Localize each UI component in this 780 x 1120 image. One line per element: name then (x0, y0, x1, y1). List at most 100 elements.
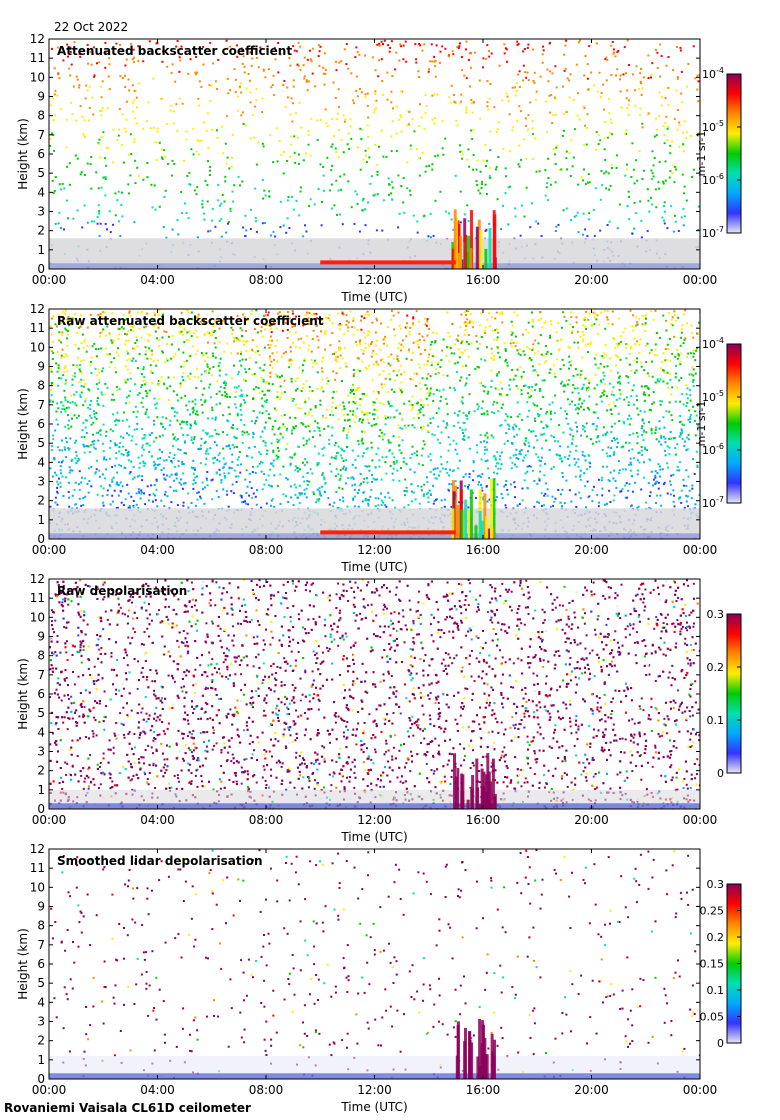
y-tick-label: 1 (37, 1053, 45, 1067)
y-tick-label: 10 (30, 610, 45, 624)
y-tick-label: 12 (30, 302, 45, 316)
panel-title: Attenuated backscatter coefficient (57, 44, 292, 58)
colorbar (726, 73, 742, 234)
cloud-base-line (320, 260, 456, 265)
x-tick-label: 12:00 (357, 813, 392, 827)
y-tick-label: 4 (37, 995, 45, 1009)
y-tick-label: 11 (30, 591, 45, 605)
y-tick-label: 10 (30, 880, 45, 894)
instrument-label: Rovaniemi Vaisala CL61D ceilometer (4, 1101, 251, 1115)
colorbar-unit: m-1 sr-1 (695, 401, 708, 447)
colorbar-tick-label: 0 (717, 1037, 724, 1050)
x-tick-label: 16:00 (466, 273, 501, 287)
x-tick-label: 00:00 (683, 813, 718, 827)
x-tick-label: 20:00 (574, 1083, 609, 1097)
colorbar (726, 613, 742, 774)
x-tick-label: 20:00 (574, 273, 609, 287)
x-tick-label: 08:00 (249, 543, 284, 557)
y-tick-label: 3 (37, 205, 45, 219)
y-tick-label: 4 (37, 455, 45, 469)
y-tick-label: 1 (37, 243, 45, 257)
colorbar-tick-label: 0.2 (707, 931, 725, 944)
x-tick-label: 08:00 (249, 273, 284, 287)
x-tick-label: 12:00 (357, 273, 392, 287)
y-tick-label: 5 (37, 166, 45, 180)
y-tick-label: 6 (37, 417, 45, 431)
colorbar-tick-label: 0 (717, 767, 724, 780)
x-tick-label: 00:00 (32, 1083, 67, 1097)
y-tick-label: 9 (37, 900, 45, 914)
y-axis-label: Height (km) (16, 118, 30, 189)
y-tick-label: 9 (37, 360, 45, 374)
colorbar-tick-label: 10-7 (702, 225, 724, 240)
x-tick-label: 00:00 (683, 273, 718, 287)
panel-title: Smoothed lidar depolarisation (57, 854, 263, 868)
x-axis-label: Time (UTC) (340, 830, 407, 844)
colorbar-tick-label: 10-7 (702, 495, 724, 510)
y-tick-label: 11 (30, 51, 45, 65)
y-tick-label: 9 (37, 90, 45, 104)
colorbar-tick-label: 0.3 (707, 878, 725, 891)
y-tick-label: 10 (30, 340, 45, 354)
x-tick-label: 16:00 (466, 1083, 501, 1097)
y-tick-label: 7 (37, 938, 45, 952)
colorbar-tick-label: 0.15 (700, 958, 725, 971)
x-tick-label: 00:00 (32, 813, 67, 827)
colorbar-unit: m-1 sr-1 (695, 131, 708, 177)
x-tick-label: 12:00 (357, 1083, 392, 1097)
x-tick-label: 00:00 (683, 1083, 718, 1097)
y-tick-label: 2 (37, 494, 45, 508)
y-tick-label: 12 (30, 32, 45, 46)
panel-title: Raw attenuated backscatter coefficient (57, 314, 324, 328)
colorbar-tick-label: 10-4 (702, 336, 724, 351)
y-tick-label: 8 (37, 379, 45, 393)
y-tick-label: 10 (30, 70, 45, 84)
x-tick-label: 00:00 (32, 273, 67, 287)
y-tick-label: 1 (37, 783, 45, 797)
plot-area (49, 849, 700, 1079)
y-tick-label: 5 (37, 976, 45, 990)
date-label: 22 Oct 2022 (54, 20, 129, 34)
x-tick-label: 12:00 (357, 543, 392, 557)
cloud-base-line (320, 530, 456, 535)
y-tick-label: 3 (37, 475, 45, 489)
y-tick-label: 11 (30, 321, 45, 335)
y-tick-label: 12 (30, 842, 45, 856)
y-tick-label: 0 (37, 532, 45, 546)
y-tick-label: 11 (30, 861, 45, 875)
y-tick-label: 8 (37, 109, 45, 123)
y-tick-label: 1 (37, 513, 45, 527)
y-tick-label: 8 (37, 649, 45, 663)
y-tick-label: 8 (37, 919, 45, 933)
y-tick-label: 4 (37, 725, 45, 739)
panel-title: Raw depolarisation (57, 584, 187, 598)
colorbar-tick-label: 0.1 (707, 714, 725, 727)
y-axis-label: Height (km) (16, 658, 30, 729)
x-axis-label: Time (UTC) (340, 290, 407, 304)
x-tick-label: 16:00 (466, 813, 501, 827)
colorbar-tick-label: 10-4 (702, 66, 724, 81)
x-tick-label: 04:00 (140, 543, 175, 557)
y-tick-label: 3 (37, 1015, 45, 1029)
x-tick-label: 04:00 (140, 273, 175, 287)
x-tick-label: 04:00 (140, 813, 175, 827)
x-tick-label: 20:00 (574, 543, 609, 557)
colorbar-tick-label: 0.05 (700, 1011, 725, 1024)
y-tick-label: 4 (37, 185, 45, 199)
x-tick-label: 08:00 (249, 1083, 284, 1097)
y-tick-label: 2 (37, 1034, 45, 1048)
y-tick-label: 6 (37, 957, 45, 971)
colorbar-tick-label: 0.3 (707, 608, 725, 621)
plot-area (49, 579, 700, 809)
x-tick-label: 20:00 (574, 813, 609, 827)
y-tick-label: 6 (37, 147, 45, 161)
y-tick-label: 7 (37, 398, 45, 412)
y-tick-label: 6 (37, 687, 45, 701)
colorbar-tick-label: 0.2 (707, 661, 725, 674)
y-tick-label: 5 (37, 706, 45, 720)
y-tick-label: 0 (37, 1072, 45, 1086)
x-tick-label: 08:00 (249, 813, 284, 827)
